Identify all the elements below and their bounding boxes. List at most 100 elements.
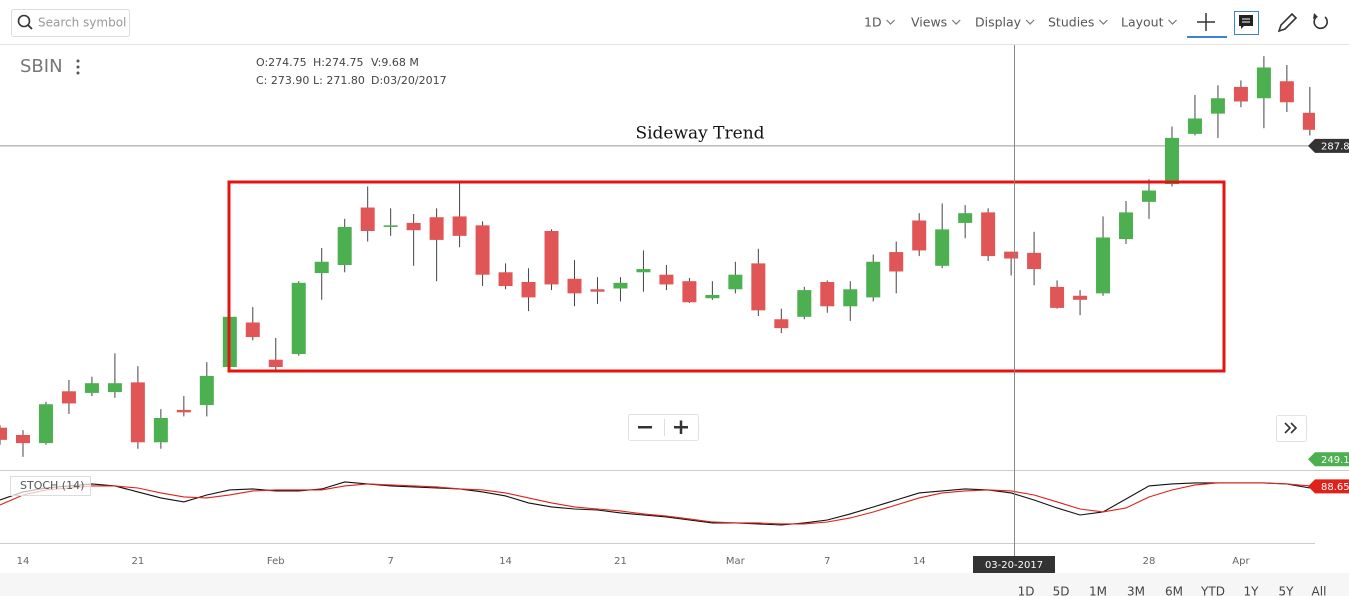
x-tick-label: 14 xyxy=(499,556,512,567)
menu-chevron xyxy=(1168,19,1177,25)
candle-body xyxy=(1073,295,1088,300)
range-button[interactable]: 6M xyxy=(1165,585,1183,596)
candle-body xyxy=(314,261,329,274)
candle-body xyxy=(406,222,421,231)
range-button[interactable]: 3M xyxy=(1127,585,1145,596)
candle-body xyxy=(1210,98,1225,114)
candle-body xyxy=(176,409,191,413)
stoch-label-box: STOCH (14) xyxy=(10,476,91,496)
candle-body xyxy=(613,282,628,289)
candle-body xyxy=(751,263,766,311)
candle-body xyxy=(935,229,950,266)
zoom-out[interactable] xyxy=(638,426,652,429)
ohlc-field: H:274.75 xyxy=(313,56,363,69)
candle-body xyxy=(38,404,53,444)
range-button[interactable]: All xyxy=(1312,585,1327,596)
candle-body xyxy=(774,319,789,329)
candle-body xyxy=(659,274,674,285)
candle-body xyxy=(107,383,122,393)
candle-body xyxy=(360,207,375,231)
range-button[interactable]: 5D xyxy=(1053,585,1070,596)
zoom-control xyxy=(628,414,699,441)
range-bar xyxy=(0,573,1349,596)
candle-body xyxy=(544,231,559,285)
ohlc-field: L: 271.80 xyxy=(313,74,365,87)
candle-body xyxy=(130,382,145,443)
candle-body xyxy=(1302,112,1315,130)
crosshair-tool[interactable] xyxy=(1187,13,1227,38)
search-box[interactable]: Search symbol xyxy=(11,9,130,37)
menu[interactable]: Studies xyxy=(1048,15,1108,30)
refresh-tool[interactable] xyxy=(1313,13,1328,30)
candle-body xyxy=(61,391,76,404)
candle-body xyxy=(429,217,444,240)
badge-label: 287.81 xyxy=(1321,141,1349,152)
candle-body xyxy=(820,282,835,307)
candle-body xyxy=(0,427,7,440)
badge-label: 88.65 xyxy=(1321,482,1349,493)
scroll-right[interactable] xyxy=(1276,415,1307,442)
ohlc-field: D:03/20/2017 xyxy=(371,74,447,87)
candle-body xyxy=(1233,86,1248,102)
badge-shape xyxy=(1308,452,1349,467)
candle-body xyxy=(1279,81,1294,103)
menu-label: Display xyxy=(975,15,1022,30)
x-tick-label: 28 xyxy=(1143,556,1156,567)
ohlc-field: C: 273.90 xyxy=(256,74,309,87)
symbol: SBIN xyxy=(20,56,63,77)
candle-body xyxy=(521,282,536,298)
menu[interactable]: Display xyxy=(975,15,1035,30)
menu-chevron xyxy=(951,19,961,25)
candle-body xyxy=(1256,67,1271,99)
candle-body xyxy=(728,274,743,290)
candle-body xyxy=(1096,237,1111,294)
symbol-menu[interactable] xyxy=(76,59,80,75)
crosshair-date: 03-20-2017 xyxy=(973,556,1055,573)
menu-label: 1D xyxy=(864,15,882,30)
menu[interactable]: Views xyxy=(911,15,961,30)
candle-body xyxy=(1050,286,1065,308)
draw-tool[interactable] xyxy=(1277,12,1298,33)
candle-body xyxy=(245,322,260,338)
x-tick-label: 14 xyxy=(17,556,30,567)
range-button[interactable]: 1Y xyxy=(1244,585,1260,596)
price-marker-badge: 249.10 xyxy=(1308,452,1349,467)
candle-body xyxy=(636,269,651,273)
badge-label: 249.10 xyxy=(1321,455,1349,466)
x-tick-label: 7 xyxy=(387,556,393,567)
candle-body xyxy=(1187,118,1202,134)
stoch-line xyxy=(0,482,1310,525)
stoch-value-badge: 88.65 xyxy=(1308,479,1349,494)
menu-label: Studies xyxy=(1048,15,1094,30)
candle-body xyxy=(958,213,973,223)
ohlc-field: V:9.68 M xyxy=(371,56,419,69)
candle-body xyxy=(1142,190,1156,202)
candle-body xyxy=(889,252,904,272)
candle-body xyxy=(1164,137,1179,185)
range-button[interactable]: 1D xyxy=(1018,585,1035,596)
zoom-in[interactable] xyxy=(674,420,688,435)
candle-body xyxy=(682,281,697,303)
trend-box xyxy=(227,180,1226,373)
menu[interactable]: 1D xyxy=(864,15,896,30)
candle-body xyxy=(1004,251,1019,259)
range-button[interactable]: 1M xyxy=(1089,585,1107,596)
candle-body xyxy=(866,261,881,298)
ohlc-field: O:274.75 xyxy=(256,56,307,69)
badge-shape xyxy=(1308,479,1349,494)
range-button[interactable]: 5Y xyxy=(1279,585,1295,596)
menu-chevron xyxy=(1025,19,1035,25)
candle-body xyxy=(567,278,582,294)
candle-body xyxy=(912,220,927,251)
range-button[interactable]: YTD xyxy=(1200,585,1225,596)
candle-body xyxy=(498,272,513,287)
candle-body xyxy=(452,216,467,236)
x-tick-label: 7 xyxy=(824,556,830,567)
comment-tool[interactable] xyxy=(1234,11,1259,35)
candle-body xyxy=(383,225,398,227)
menu[interactable]: Layout xyxy=(1121,15,1177,30)
menu-label: Layout xyxy=(1121,15,1164,30)
candle-body xyxy=(981,212,996,257)
